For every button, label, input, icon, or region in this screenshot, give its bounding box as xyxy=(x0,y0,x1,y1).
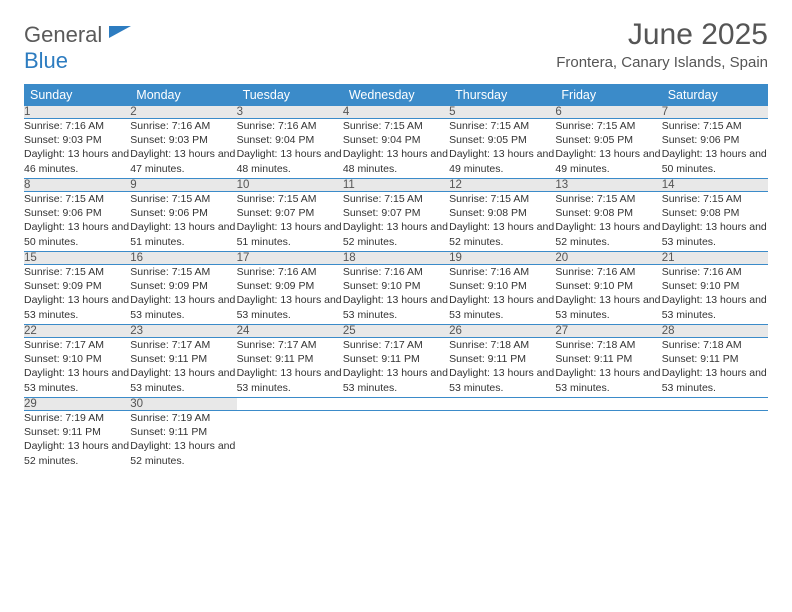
day-detail-cell: Sunrise: 7:15 AMSunset: 9:06 PMDaylight:… xyxy=(130,192,236,252)
day-number-cell: 22 xyxy=(24,325,130,338)
day-number-cell: 12 xyxy=(449,179,555,192)
day-detail-cell: Sunrise: 7:15 AMSunset: 9:05 PMDaylight:… xyxy=(555,119,661,179)
day-detail-cell xyxy=(343,411,449,471)
weekday-header: Sunday xyxy=(24,84,130,106)
day-number-cell: 21 xyxy=(662,252,768,265)
day-detail-cell: Sunrise: 7:19 AMSunset: 9:11 PMDaylight:… xyxy=(130,411,236,471)
day-detail-cell: Sunrise: 7:15 AMSunset: 9:08 PMDaylight:… xyxy=(555,192,661,252)
month-title: June 2025 xyxy=(556,18,768,52)
header: General Blue June 2025 Frontera, Canary … xyxy=(24,18,768,74)
day-detail-cell: Sunrise: 7:18 AMSunset: 9:11 PMDaylight:… xyxy=(662,338,768,398)
weekday-header: Saturday xyxy=(662,84,768,106)
day-detail-cell: Sunrise: 7:17 AMSunset: 9:10 PMDaylight:… xyxy=(24,338,130,398)
calendar-header: SundayMondayTuesdayWednesdayThursdayFrid… xyxy=(24,84,768,106)
calendar-body: 1234567Sunrise: 7:16 AMSunset: 9:03 PMDa… xyxy=(24,106,768,471)
day-detail-cell: Sunrise: 7:17 AMSunset: 9:11 PMDaylight:… xyxy=(343,338,449,398)
day-number-cell xyxy=(662,398,768,411)
day-number-cell: 15 xyxy=(24,252,130,265)
day-number-cell: 25 xyxy=(343,325,449,338)
day-number-cell: 29 xyxy=(24,398,130,411)
day-number-cell: 28 xyxy=(662,325,768,338)
day-detail-cell xyxy=(237,411,343,471)
location: Frontera, Canary Islands, Spain xyxy=(556,54,768,71)
day-detail-cell: Sunrise: 7:15 AMSunset: 9:08 PMDaylight:… xyxy=(449,192,555,252)
logo-text-general: General xyxy=(24,22,102,47)
day-detail-cell: Sunrise: 7:15 AMSunset: 9:06 PMDaylight:… xyxy=(24,192,130,252)
day-detail-cell: Sunrise: 7:18 AMSunset: 9:11 PMDaylight:… xyxy=(449,338,555,398)
day-number-cell xyxy=(237,398,343,411)
day-detail-cell: Sunrise: 7:15 AMSunset: 9:07 PMDaylight:… xyxy=(237,192,343,252)
day-detail-cell: Sunrise: 7:19 AMSunset: 9:11 PMDaylight:… xyxy=(24,411,130,471)
day-number-cell: 5 xyxy=(449,106,555,119)
day-detail-cell: Sunrise: 7:17 AMSunset: 9:11 PMDaylight:… xyxy=(237,338,343,398)
day-detail-cell: Sunrise: 7:15 AMSunset: 9:08 PMDaylight:… xyxy=(662,192,768,252)
weekday-header: Wednesday xyxy=(343,84,449,106)
day-detail-cell: Sunrise: 7:18 AMSunset: 9:11 PMDaylight:… xyxy=(555,338,661,398)
weekday-header: Thursday xyxy=(449,84,555,106)
flag-icon xyxy=(109,29,131,46)
day-detail-cell: Sunrise: 7:15 AMSunset: 9:09 PMDaylight:… xyxy=(24,265,130,325)
day-number-cell: 30 xyxy=(130,398,236,411)
day-number-cell: 8 xyxy=(24,179,130,192)
logo-text-blue: Blue xyxy=(24,48,68,73)
day-number-cell: 24 xyxy=(237,325,343,338)
day-number-cell: 11 xyxy=(343,179,449,192)
day-detail-cell: Sunrise: 7:16 AMSunset: 9:10 PMDaylight:… xyxy=(555,265,661,325)
weekday-header: Tuesday xyxy=(237,84,343,106)
day-detail-cell xyxy=(555,411,661,471)
day-number-cell: 14 xyxy=(662,179,768,192)
day-number-cell: 16 xyxy=(130,252,236,265)
day-detail-cell: Sunrise: 7:16 AMSunset: 9:10 PMDaylight:… xyxy=(662,265,768,325)
day-number-cell: 2 xyxy=(130,106,236,119)
day-number-cell: 27 xyxy=(555,325,661,338)
day-number-cell: 9 xyxy=(130,179,236,192)
day-number-cell xyxy=(343,398,449,411)
day-number-cell: 10 xyxy=(237,179,343,192)
day-number-cell: 6 xyxy=(555,106,661,119)
logo: General Blue xyxy=(24,22,131,74)
day-number-cell: 1 xyxy=(24,106,130,119)
day-number-cell: 20 xyxy=(555,252,661,265)
day-number-cell: 4 xyxy=(343,106,449,119)
day-detail-cell: Sunrise: 7:16 AMSunset: 9:10 PMDaylight:… xyxy=(343,265,449,325)
day-number-cell: 17 xyxy=(237,252,343,265)
weekday-header: Friday xyxy=(555,84,661,106)
day-number-cell: 18 xyxy=(343,252,449,265)
day-detail-cell: Sunrise: 7:15 AMSunset: 9:05 PMDaylight:… xyxy=(449,119,555,179)
day-detail-cell: Sunrise: 7:16 AMSunset: 9:04 PMDaylight:… xyxy=(237,119,343,179)
day-detail-cell xyxy=(662,411,768,471)
day-number-cell: 23 xyxy=(130,325,236,338)
day-number-cell: 26 xyxy=(449,325,555,338)
day-detail-cell: Sunrise: 7:15 AMSunset: 9:09 PMDaylight:… xyxy=(130,265,236,325)
day-number-cell: 13 xyxy=(555,179,661,192)
title-block: June 2025 Frontera, Canary Islands, Spai… xyxy=(556,18,768,71)
day-detail-cell: Sunrise: 7:16 AMSunset: 9:10 PMDaylight:… xyxy=(449,265,555,325)
day-detail-cell: Sunrise: 7:15 AMSunset: 9:04 PMDaylight:… xyxy=(343,119,449,179)
calendar-table: SundayMondayTuesdayWednesdayThursdayFrid… xyxy=(24,84,768,471)
day-number-cell xyxy=(555,398,661,411)
day-detail-cell: Sunrise: 7:16 AMSunset: 9:03 PMDaylight:… xyxy=(24,119,130,179)
day-detail-cell: Sunrise: 7:17 AMSunset: 9:11 PMDaylight:… xyxy=(130,338,236,398)
day-detail-cell: Sunrise: 7:15 AMSunset: 9:07 PMDaylight:… xyxy=(343,192,449,252)
day-number-cell: 3 xyxy=(237,106,343,119)
day-number-cell: 19 xyxy=(449,252,555,265)
weekday-header: Monday xyxy=(130,84,236,106)
day-detail-cell xyxy=(449,411,555,471)
day-detail-cell: Sunrise: 7:16 AMSunset: 9:03 PMDaylight:… xyxy=(130,119,236,179)
day-number-cell: 7 xyxy=(662,106,768,119)
day-number-cell xyxy=(449,398,555,411)
day-detail-cell: Sunrise: 7:15 AMSunset: 9:06 PMDaylight:… xyxy=(662,119,768,179)
day-detail-cell: Sunrise: 7:16 AMSunset: 9:09 PMDaylight:… xyxy=(237,265,343,325)
